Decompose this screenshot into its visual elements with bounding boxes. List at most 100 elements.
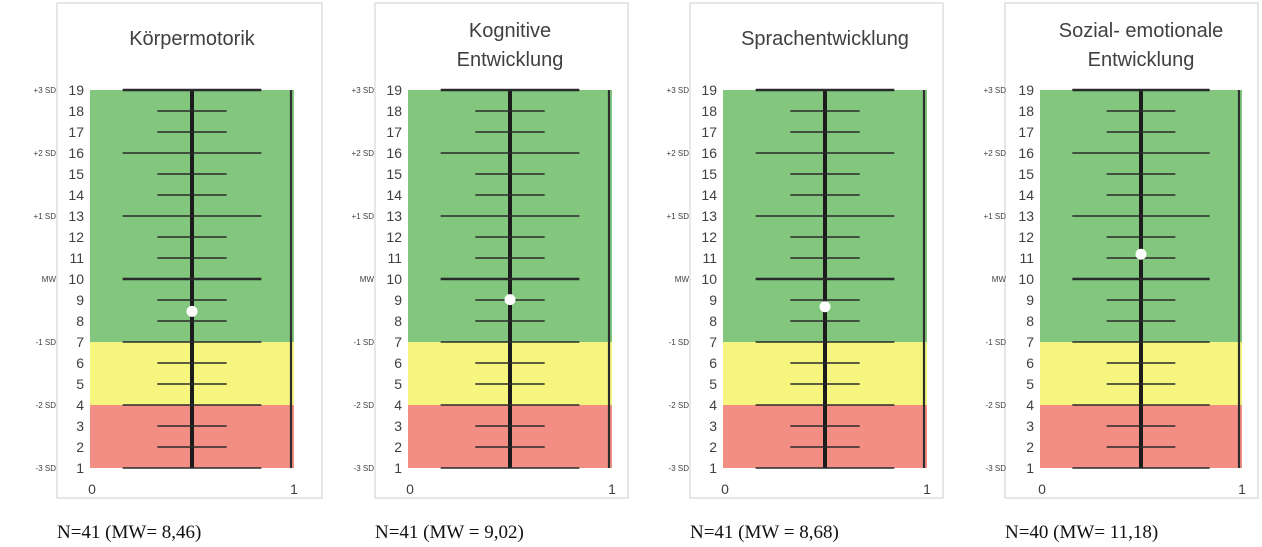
chart-panel-2: Kognitive Entwicklung12345678910111213141…	[352, 2, 629, 543]
y-tick-label: 10	[1018, 271, 1034, 287]
y-tick-label: 17	[386, 124, 402, 140]
y-tick-label: 3	[709, 418, 717, 434]
sd-label: +2 SD	[352, 149, 375, 158]
y-tick-label: 11	[69, 250, 84, 266]
y-tick-label: 10	[701, 271, 717, 287]
y-tick-label: 18	[386, 103, 402, 119]
y-tick-label: 7	[394, 334, 402, 350]
y-tick-label: 17	[701, 124, 717, 140]
y-tick-label: 7	[709, 334, 717, 350]
y-tick-label: 3	[394, 418, 402, 434]
y-tick-label: 13	[68, 208, 84, 224]
y-tick-label: 6	[394, 355, 402, 371]
y-tick-label: 9	[709, 292, 717, 308]
chart-panel-1: Körpermotorik123456789101112131415161718…	[34, 2, 323, 543]
y-tick-label: 8	[394, 313, 402, 329]
chart-title: Körpermotorik	[129, 28, 256, 50]
sd-label: -1 SD	[986, 338, 1007, 347]
sd-label: -2 SD	[669, 401, 690, 410]
x-tick-label: 1	[1238, 481, 1246, 497]
panel-frame	[1004, 2, 1259, 499]
y-tick-label: 13	[1018, 208, 1034, 224]
y-tick-label: 2	[394, 439, 402, 455]
sd-label: -2 SD	[986, 401, 1007, 410]
y-tick-label: 14	[386, 187, 402, 203]
chart-panel-3: Sprachentwicklung12345678910111213141516…	[667, 2, 944, 543]
sd-label: -1 SD	[354, 338, 375, 347]
y-tick-label: 16	[68, 145, 84, 161]
y-tick-label: 18	[68, 103, 84, 119]
y-tick-label: 10	[68, 271, 84, 287]
x-tick-label: 1	[608, 481, 616, 497]
y-tick-label: 3	[76, 418, 84, 434]
sd-label: -2 SD	[36, 401, 57, 410]
y-tick-label: 15	[701, 166, 717, 182]
y-tick-label: 11	[1019, 250, 1034, 266]
y-tick-label: 6	[709, 355, 717, 371]
y-tick-label: 6	[1026, 355, 1034, 371]
x-tick-label: 1	[290, 481, 298, 497]
panel-frame	[689, 2, 944, 499]
y-tick-label: 17	[68, 124, 84, 140]
data-point	[504, 294, 516, 306]
chart-title-line: Kognitive	[469, 20, 551, 42]
y-tick-label: 7	[76, 334, 84, 350]
panel-frame	[56, 2, 323, 499]
y-tick-label: 14	[68, 187, 84, 203]
y-tick-label: 12	[1018, 229, 1034, 245]
y-tick-label: 9	[394, 292, 402, 308]
chart-title: Kognitive Entwicklung	[457, 20, 564, 71]
sd-label: MW	[675, 275, 690, 284]
y-tick-label: 2	[709, 439, 717, 455]
sd-label: +3 SD	[34, 86, 57, 95]
y-tick-label: 8	[709, 313, 717, 329]
y-tick-label: 18	[701, 103, 717, 119]
y-tick-label: 9	[1026, 292, 1034, 308]
sd-label: +2 SD	[34, 149, 57, 158]
sd-label: -3 SD	[986, 464, 1007, 473]
y-tick-label: 5	[394, 376, 402, 392]
y-tick-label: 13	[701, 208, 717, 224]
y-tick-label: 4	[76, 397, 84, 413]
y-tick-label: 5	[1026, 376, 1034, 392]
chart-title: Sozial- emotionale Entwicklung	[1059, 20, 1224, 71]
sd-label: -2 SD	[354, 401, 375, 410]
y-tick-label: 13	[386, 208, 402, 224]
chart-caption: N=41 (MW= 8,46)	[57, 522, 201, 543]
sd-label: +1 SD	[667, 212, 690, 221]
y-tick-label: 14	[701, 187, 717, 203]
y-tick-label: 3	[1026, 418, 1034, 434]
y-tick-label: 1	[76, 460, 84, 476]
sd-label: -3 SD	[354, 464, 375, 473]
sd-label: MW	[360, 275, 375, 284]
data-point	[186, 305, 198, 317]
chart-title-line: Entwicklung	[1088, 49, 1195, 71]
y-tick-label: 18	[1018, 103, 1034, 119]
chart-caption: N=41 (MW = 8,68)	[690, 522, 839, 543]
y-tick-label: 11	[702, 250, 717, 266]
panel-frame	[374, 2, 629, 499]
y-tick-label: 17	[1018, 124, 1034, 140]
y-tick-label: 7	[1026, 334, 1034, 350]
y-tick-label: 4	[394, 397, 402, 413]
y-tick-label: 11	[387, 250, 402, 266]
y-tick-label: 19	[1018, 82, 1034, 98]
x-tick-label: 0	[88, 481, 96, 497]
sd-label: +3 SD	[984, 86, 1007, 95]
y-tick-label: 14	[1018, 187, 1034, 203]
y-tick-label: 6	[76, 355, 84, 371]
x-tick-label: 0	[721, 481, 729, 497]
x-tick-label: 1	[923, 481, 931, 497]
sd-label: -1 SD	[36, 338, 57, 347]
data-point	[819, 301, 831, 313]
y-tick-label: 5	[76, 376, 84, 392]
y-tick-label: 12	[701, 229, 717, 245]
y-tick-label: 16	[386, 145, 402, 161]
y-tick-label: 1	[394, 460, 402, 476]
x-tick-label: 0	[1038, 481, 1046, 497]
y-tick-label: 2	[1026, 439, 1034, 455]
sd-label: +3 SD	[352, 86, 375, 95]
y-tick-label: 19	[68, 82, 84, 98]
sd-label: +1 SD	[984, 212, 1007, 221]
